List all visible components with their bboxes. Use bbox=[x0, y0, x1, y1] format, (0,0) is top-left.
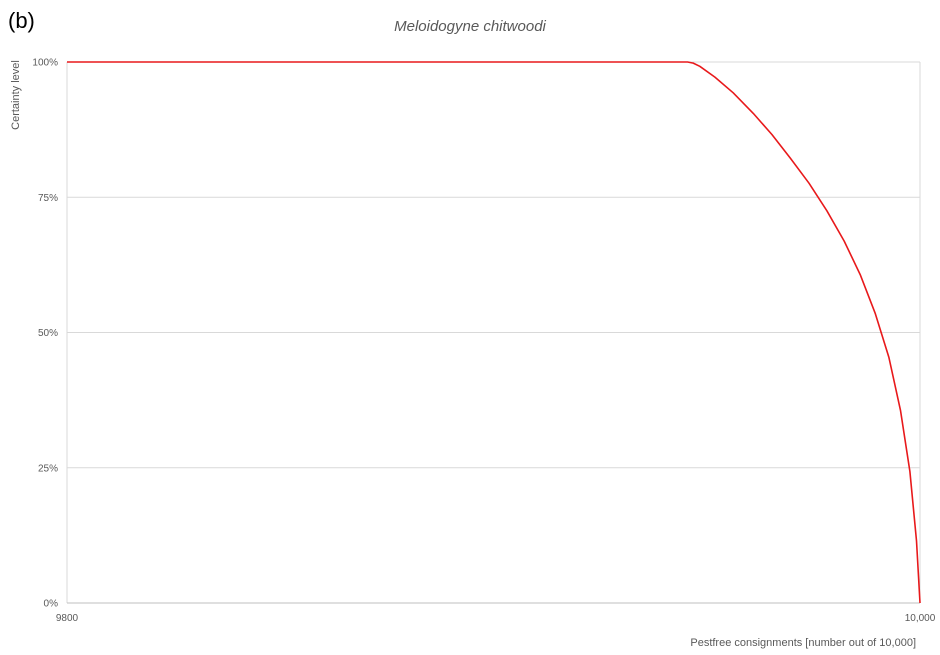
y-tick-label: 0% bbox=[44, 599, 59, 610]
x-tick-label: 9800 bbox=[56, 613, 79, 624]
chart-title: Meloidogyne chitwoodi bbox=[394, 18, 546, 35]
y-axis-title: Certainty level bbox=[10, 60, 22, 130]
y-tick-label: 100% bbox=[32, 58, 58, 69]
y-tick-label: 25% bbox=[38, 463, 58, 474]
y-tick-label: 50% bbox=[38, 328, 58, 339]
x-tick-label: 10,000 bbox=[905, 613, 936, 624]
panel-label: (b) bbox=[8, 8, 35, 33]
y-tick-labels: 0% 25% 50% 75% 100% bbox=[32, 58, 58, 610]
certainty-curve bbox=[67, 61, 921, 604]
x-axis-title: Pestfree consignments [number out of 10,… bbox=[690, 637, 916, 649]
gridlines bbox=[66, 61, 921, 603]
x-tick-labels: 9800 10,000 bbox=[56, 613, 936, 624]
y-tick-label: 75% bbox=[38, 193, 58, 204]
